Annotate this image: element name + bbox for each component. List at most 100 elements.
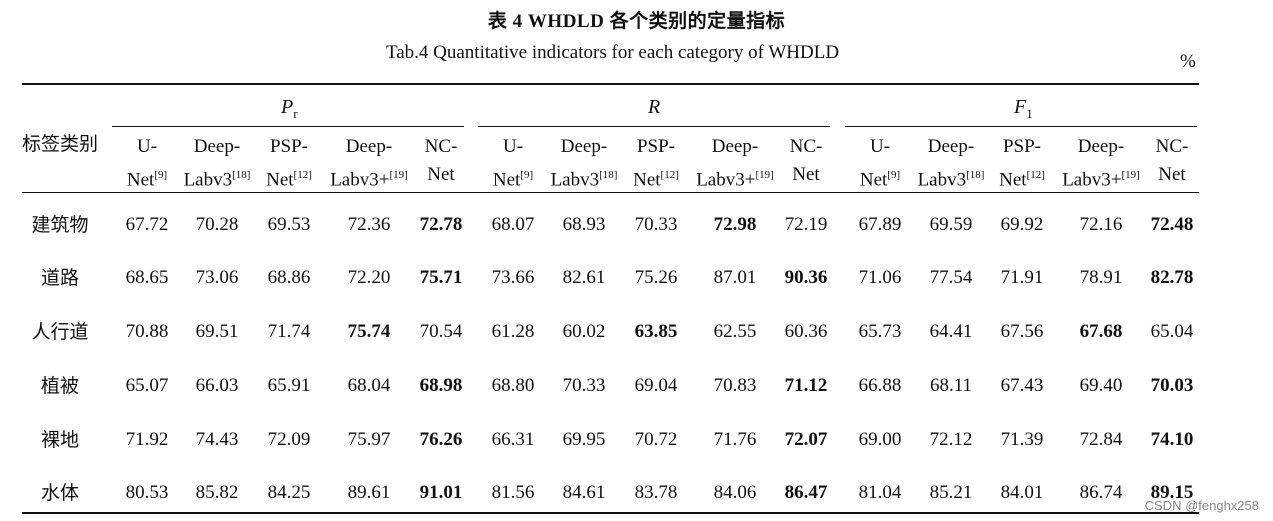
table-cell: 74.43 <box>195 429 239 450</box>
category-label: 裸地 <box>40 430 79 451</box>
reference-mark: [12] <box>293 169 312 181</box>
table-cell: 86.74 <box>1079 482 1123 503</box>
table-cell: 82.61 <box>562 267 606 288</box>
reference-mark: [19] <box>389 169 408 181</box>
table-cell: 72.98 <box>713 214 757 235</box>
model-header: Deep- Labv3[18] <box>901 133 1001 194</box>
table-cell: 60.02 <box>562 321 606 342</box>
group-subscript: r <box>293 106 298 121</box>
table-cell: 84.61 <box>562 482 606 503</box>
watermark: CSDN @fenghx258 <box>1144 498 1259 513</box>
table-cell: 65.07 <box>125 375 169 396</box>
model-name-line2: Net[9] <box>859 169 901 191</box>
category-label: 道路 <box>40 268 79 289</box>
reference-mark: [18] <box>232 169 251 181</box>
table-cell: 68.07 <box>491 214 535 235</box>
table-cell: 85.82 <box>195 482 239 503</box>
table-cell: 69.95 <box>562 429 606 450</box>
table-cell: 69.51 <box>195 321 239 342</box>
model-name-line1: U- <box>502 136 524 157</box>
table-cell: 71.92 <box>125 429 169 450</box>
header-rule <box>22 192 1199 193</box>
model-name-line1: PSP- <box>636 136 676 157</box>
model-name-line1: U- <box>869 136 891 157</box>
table-cell: 73.66 <box>491 267 535 288</box>
reference-mark: [9] <box>154 169 168 181</box>
table-cell: 65.91 <box>267 375 311 396</box>
top-rule <box>22 83 1199 85</box>
table-cell: 76.26 <box>419 429 463 450</box>
model-header: Deep- Labv3[18] <box>167 133 267 194</box>
group-rule-r <box>478 126 830 127</box>
category-label: 植被 <box>40 376 79 397</box>
table-cell: 68.80 <box>491 375 535 396</box>
model-header: Deep- Labv3+[19] <box>685 133 785 194</box>
group-header: F1 <box>1014 96 1033 122</box>
reference-mark: [12] <box>1026 169 1045 181</box>
table-cell: 84.06 <box>713 482 757 503</box>
model-name-line1: Deep- <box>345 136 393 157</box>
table-cell: 64.41 <box>929 321 973 342</box>
table-cell: 71.06 <box>858 267 902 288</box>
table-cell: 70.54 <box>419 321 463 342</box>
model-name-line2: Net[12] <box>266 169 312 191</box>
table-cell: 67.56 <box>1000 321 1044 342</box>
unit-label: % <box>1180 51 1196 72</box>
model-name-line1: PSP- <box>269 136 309 157</box>
bottom-rule <box>22 512 1199 514</box>
table-cell: 66.03 <box>195 375 239 396</box>
table-cell: 73.06 <box>195 267 239 288</box>
table-cell: 84.01 <box>1000 482 1044 503</box>
model-name-line2: Labv3+[19] <box>330 169 408 191</box>
model-name-line2: Labv3+[19] <box>1062 169 1140 191</box>
table-cell: 69.00 <box>858 429 902 450</box>
table-cell: 66.31 <box>491 429 535 450</box>
table-cell: 75.26 <box>634 267 678 288</box>
row-header: 标签类别 <box>21 134 98 155</box>
table-cell: 70.72 <box>634 429 678 450</box>
table-cell: 60.36 <box>784 321 828 342</box>
model-name-line1: NC- <box>789 136 823 157</box>
table-cell: 71.74 <box>267 321 311 342</box>
model-header: U- Net[9] <box>97 133 197 194</box>
reference-mark: [18] <box>599 169 618 181</box>
table-cell: 72.20 <box>347 267 391 288</box>
table-cell: 86.47 <box>784 482 828 503</box>
table-cell: 75.97 <box>347 429 391 450</box>
model-name-line2: Net[9] <box>492 169 534 191</box>
group-subscript: 1 <box>1026 106 1033 121</box>
table-cell: 67.43 <box>1000 375 1044 396</box>
reference-mark: [18] <box>966 169 985 181</box>
table-cell: 70.33 <box>634 214 678 235</box>
table-cell: 87.01 <box>713 267 757 288</box>
table-cell: 68.65 <box>125 267 169 288</box>
model-name-line2: Labv3[18] <box>917 169 985 191</box>
group-header: R <box>648 96 660 119</box>
model-name-line2: Labv3[18] <box>183 169 251 191</box>
model-header: NC- Net <box>1122 133 1222 189</box>
table-cell: 69.04 <box>634 375 678 396</box>
reference-mark: [19] <box>755 169 774 181</box>
reference-mark: [12] <box>660 169 679 181</box>
table-cell: 90.36 <box>784 267 828 288</box>
table-cell: 67.89 <box>858 214 902 235</box>
table-cell: 70.33 <box>562 375 606 396</box>
table-cell: 70.83 <box>713 375 757 396</box>
model-name-line1: PSP- <box>1002 136 1042 157</box>
model-name-line2: Net <box>427 164 455 185</box>
table-cell: 62.55 <box>713 321 757 342</box>
model-header: Deep- Labv3[18] <box>534 133 634 194</box>
group-rule-pr <box>112 126 464 127</box>
table-cell: 68.04 <box>347 375 391 396</box>
table-cell: 81.56 <box>491 482 535 503</box>
table-cell: 71.91 <box>1000 267 1044 288</box>
table-cell: 69.92 <box>1000 214 1044 235</box>
table-cell: 77.54 <box>929 267 973 288</box>
table-cell: 67.68 <box>1079 321 1123 342</box>
table-cell: 69.59 <box>929 214 973 235</box>
table-cell: 72.12 <box>929 429 973 450</box>
model-name-line1: U- <box>136 136 158 157</box>
table-cell: 71.76 <box>713 429 757 450</box>
model-name-line2: Net[12] <box>633 169 679 191</box>
model-name-line2: Net[12] <box>999 169 1045 191</box>
